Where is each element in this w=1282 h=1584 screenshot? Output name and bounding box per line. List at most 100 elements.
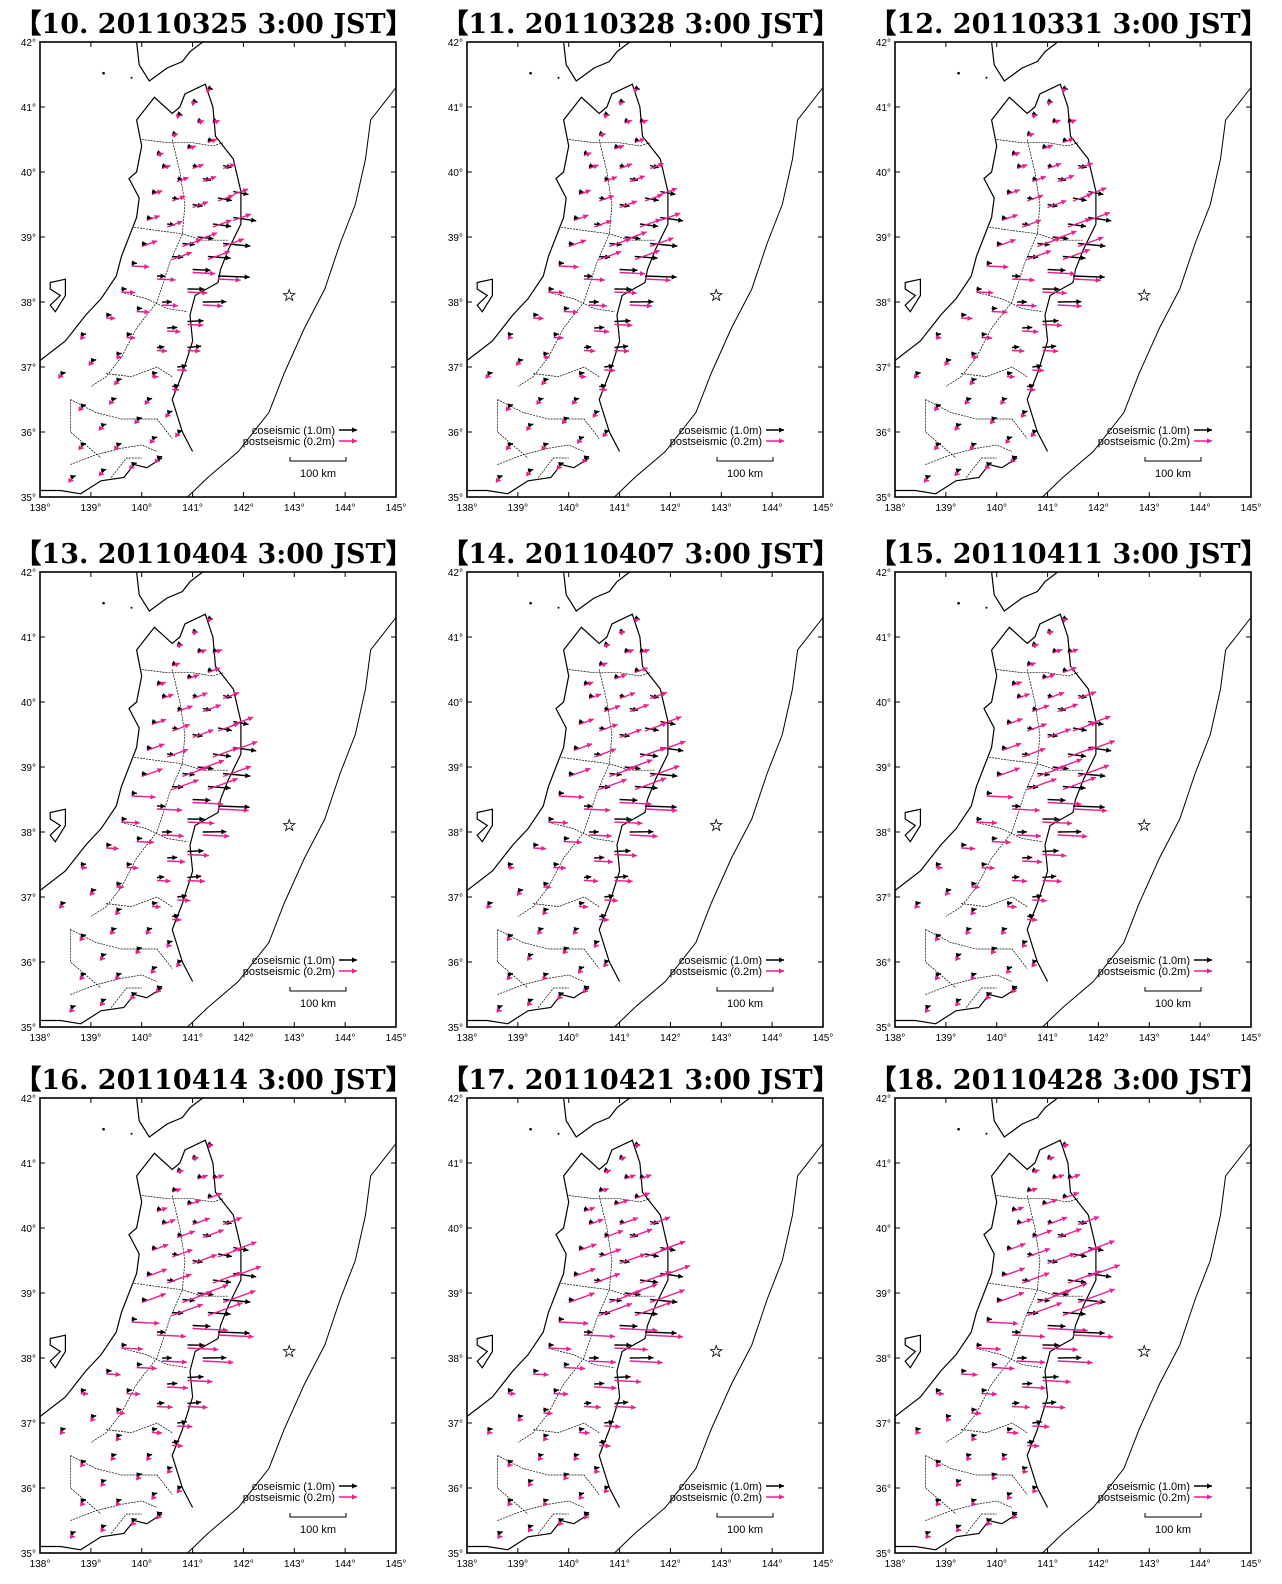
postseismic-arrow <box>619 801 652 807</box>
postseismic-arrow <box>583 348 596 354</box>
scale-bar-label: 100 km <box>727 998 763 1010</box>
postseismic-arrow <box>1088 1240 1115 1252</box>
postseismic-arrow <box>1077 691 1097 700</box>
postseismic-arrow <box>1057 1359 1093 1366</box>
postseismic-arrow <box>1062 1191 1080 1200</box>
postseismic-arrow <box>935 1501 941 1507</box>
postseismic-arrow <box>1042 348 1059 354</box>
lon-tick-label: 143° <box>711 1033 732 1044</box>
coseismic-arrow <box>583 455 590 461</box>
postseismic-arrow <box>1072 807 1108 814</box>
lon-tick-label: 139° <box>508 1559 529 1570</box>
scale-bar <box>716 457 774 462</box>
postseismic-arrow <box>162 1359 188 1365</box>
coseismic-arrow <box>212 223 232 229</box>
postseismic-arrow <box>1061 88 1068 94</box>
postseismic-arrow <box>1032 1488 1038 1494</box>
legend-postseismic-arrow <box>339 438 357 444</box>
lon-tick-label: 138° <box>885 503 906 514</box>
coseismic-arrow <box>1021 409 1028 415</box>
postseismic-arrow <box>161 693 174 700</box>
postseismic-arrow <box>136 1365 157 1371</box>
prefecture-boundary <box>497 1455 600 1495</box>
postseismic-arrow <box>1042 144 1054 150</box>
coseismic-arrow <box>1027 913 1035 919</box>
sado-island <box>904 1334 921 1369</box>
panel-title: 【14. 20110407 3:00 JST】 <box>441 539 840 570</box>
coseismic-arrow <box>981 861 987 868</box>
postseismic-arrow <box>1001 742 1022 752</box>
postseismic-arrow <box>115 910 121 916</box>
postseismic-arrow <box>934 445 940 451</box>
lon-tick-label: 140° <box>558 1559 579 1570</box>
coseismic-arrow <box>1022 325 1033 331</box>
postseismic-arrow <box>935 334 942 341</box>
coseismic-arrow <box>166 939 173 945</box>
postseismic-arrow <box>1017 1359 1046 1365</box>
postseismic-arrow <box>1017 303 1037 309</box>
coseismic-arrow <box>141 1296 148 1303</box>
postseismic-arrow <box>996 238 1016 248</box>
postseismic-arrow <box>624 759 653 771</box>
postseismic-arrow <box>212 219 232 228</box>
small-island <box>130 606 133 609</box>
prefecture-boundary <box>561 1282 656 1297</box>
lon-tick-label: 144° <box>1190 503 1211 514</box>
postseismic-arrow <box>543 1501 549 1507</box>
postseismic-arrow <box>548 289 564 296</box>
coseismic-arrow <box>141 770 148 777</box>
coseismic-arrow <box>60 900 66 907</box>
postseismic-arrow <box>78 445 84 451</box>
postseismic-arrow <box>171 195 186 202</box>
postseismic-arrow <box>1072 1334 1114 1340</box>
postseismic-arrow <box>966 1455 972 1462</box>
coseismic-arrow <box>527 952 534 958</box>
prefecture-boundary <box>989 1282 1084 1297</box>
lat-tick-label: 35° <box>21 1023 36 1034</box>
map-frame <box>894 1097 1252 1554</box>
postseismic-arrow <box>177 176 189 183</box>
postseismic-arrow <box>996 1291 1025 1304</box>
postseismic-arrow <box>603 114 610 120</box>
postseismic-arrow <box>1072 1246 1101 1258</box>
coseismic-arrow <box>996 240 1003 247</box>
postseismic-arrow <box>1017 833 1041 839</box>
prefecture-boundary <box>965 987 997 1008</box>
postseismic-arrow <box>991 839 1011 845</box>
coseismic-arrow <box>594 325 605 331</box>
lon-tick-label: 139° <box>81 1033 102 1044</box>
coseismic-arrow <box>915 370 921 377</box>
panel-title: 【17. 20110421 3:00 JST】 <box>441 1065 840 1096</box>
coseismic-arrow <box>650 772 678 779</box>
coseismic-arrow <box>527 422 534 428</box>
postseismic-arrow <box>1032 1229 1053 1239</box>
postseismic-arrow <box>165 412 171 419</box>
postseismic-arrow <box>161 1218 176 1226</box>
coseismic-arrow <box>660 216 684 223</box>
postseismic-arrow <box>971 884 980 890</box>
postseismic-arrow <box>583 807 611 813</box>
postseismic-arrow <box>594 1468 600 1475</box>
postseismic-arrow <box>187 145 197 151</box>
coseismic-arrow <box>578 370 585 377</box>
coseismic-arrow <box>594 1381 605 1387</box>
legend-coseismic-arrow <box>339 957 357 963</box>
epicenter-star-icon <box>1137 818 1152 832</box>
postseismic-arrow <box>154 458 160 464</box>
lat-tick-label: 41° <box>876 1159 891 1170</box>
postseismic-arrow <box>1067 218 1091 228</box>
japan-trench-line <box>187 1143 396 1553</box>
postseismic-arrow <box>202 1229 224 1239</box>
coseismic-arrow <box>1011 455 1018 461</box>
lat-tick-label: 37° <box>448 1419 463 1430</box>
lon-tick-label: 145° <box>813 1559 834 1570</box>
sado-island <box>476 1334 493 1369</box>
postseismic-arrow <box>197 649 207 654</box>
postseismic-arrow <box>151 189 163 196</box>
postseismic-arrow <box>90 1416 96 1423</box>
coseismic-arrow <box>115 972 122 978</box>
coseismic-arrow <box>1062 785 1086 791</box>
postseismic-arrow <box>115 1501 121 1507</box>
postseismic-arrow <box>1006 374 1015 380</box>
postseismic-arrow <box>583 878 599 884</box>
